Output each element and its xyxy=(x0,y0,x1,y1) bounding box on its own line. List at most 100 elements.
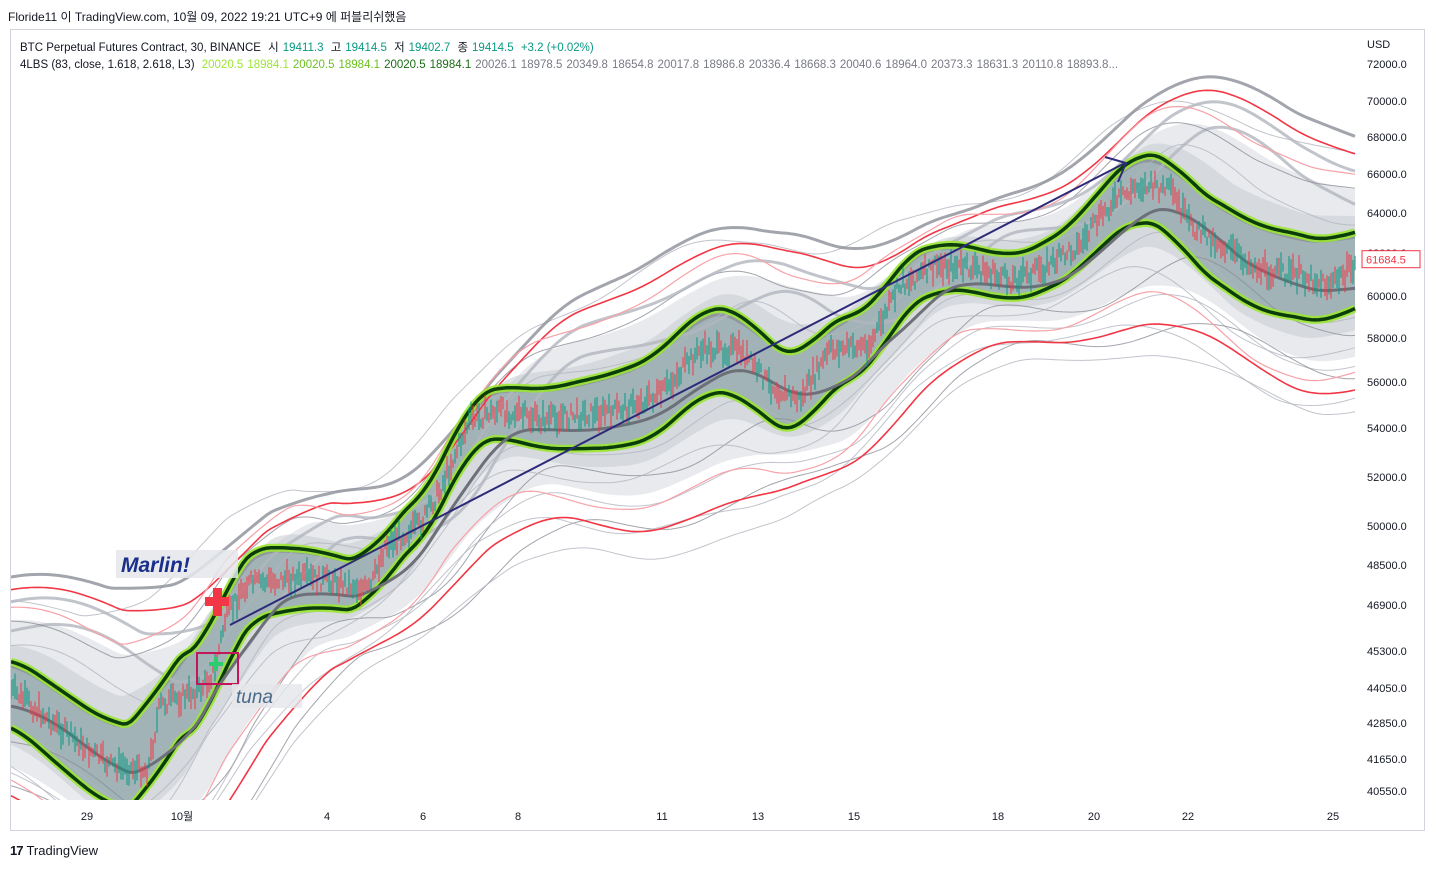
indicator-legend: 4LBS (83, close, 1.618, 2.618, L3) 20020… xyxy=(20,59,1126,71)
indicator-value: 18984.1 xyxy=(338,59,381,71)
time-tick-label: 20 xyxy=(1088,811,1100,823)
indicator-values: 20020.5 18984.1 20020.5 18984.1 20020.5 18984… xyxy=(202,59,1122,71)
indicator-value: 20349.8 xyxy=(566,59,608,71)
close-label: 종 xyxy=(457,42,469,54)
buy-cross-icon xyxy=(214,657,218,671)
currency-label: USD xyxy=(1367,39,1390,51)
time-tick-label: 4 xyxy=(324,811,330,823)
tradingview-footer[interactable]: 17 TradingView xyxy=(10,843,98,858)
time-axis[interactable]: 29 10월 4 6 8 11 13 15 18 20 22 25 xyxy=(81,810,1339,823)
price-tick-label: 52000.0 xyxy=(1367,472,1407,484)
price-tick-label: 70000.0 xyxy=(1367,96,1407,108)
price-tick-label: 64000.0 xyxy=(1367,208,1407,220)
indicator-value: 20026.1 xyxy=(475,59,517,71)
plot-area xyxy=(11,75,1356,800)
publish-suffix: 에 퍼블리쉬했음 xyxy=(325,10,407,24)
price-tick-label: 66000.0 xyxy=(1367,169,1407,181)
price-tick-label: 44050.0 xyxy=(1367,683,1407,695)
time-tick-label: 29 xyxy=(81,811,93,823)
open-label: 시 xyxy=(268,42,279,54)
indicator-title[interactable]: 4LBS (83, close, 1.618, 2.618, L3) xyxy=(20,59,195,71)
sell-cross-icon xyxy=(213,588,222,616)
annotation-layer: tuna Marlin! xyxy=(116,156,1128,708)
price-tick-label: 68000.0 xyxy=(1367,132,1407,144)
chart-frame xyxy=(10,29,1425,831)
price-tick-label: 54000.0 xyxy=(1367,423,1407,435)
low-label: 저 xyxy=(394,42,405,54)
price-tick-label: 41650.0 xyxy=(1367,754,1407,766)
last-price-badge xyxy=(1361,250,1421,269)
indicator-value: 20336.4 xyxy=(748,59,791,71)
time-tick-label: 6 xyxy=(420,811,426,823)
time-tick-label: 11 xyxy=(656,811,667,823)
indicator-value: 20020.5 xyxy=(384,59,426,71)
indicator-value: 18978.5 xyxy=(520,59,563,71)
indicator-value: 20373.3 xyxy=(931,59,973,71)
price-tick-label: 45300.0 xyxy=(1367,646,1407,658)
low-value: 19402.7 xyxy=(408,42,451,54)
publish-header: Floride11 이 TradingView.com, 10월 09, 202… xyxy=(8,8,406,25)
indicator-value: 18964.0 xyxy=(885,59,927,71)
outer-red-band xyxy=(11,323,1356,800)
symbol-legend: BTC Perpetual Futures Contract, 30, BINA… xyxy=(20,39,598,55)
tradingview-logo-icon: 17 xyxy=(10,843,24,858)
publish-date: 10월 09, 2022 19:21 UTC+9 xyxy=(172,10,323,24)
time-tick-label: 10월 xyxy=(171,810,193,823)
price-tick-label: 46900.0 xyxy=(1367,600,1407,612)
outer-pink-band xyxy=(11,291,1356,800)
indicator-value: 20110.8 xyxy=(1022,59,1063,71)
mid-line xyxy=(11,207,1356,775)
indicator-value: 18986.8 xyxy=(703,59,745,71)
price-tick-label: 50000.0 xyxy=(1367,521,1407,533)
price-tick-label: 60000.0 xyxy=(1367,291,1407,303)
site-name: TradingView.com, xyxy=(74,10,170,24)
trend-arrow xyxy=(229,162,1126,626)
last-price-label: 61684.5 xyxy=(1366,255,1406,267)
indicator-value: 20017.8 xyxy=(657,59,700,71)
price-tick-label: 72000.0 xyxy=(1367,59,1407,71)
indicator-value: 18893.8... xyxy=(1066,59,1119,71)
price-tick-label: 40550.0 xyxy=(1367,786,1407,798)
envelope-line xyxy=(11,323,1356,800)
time-tick-label: 13 xyxy=(752,811,764,823)
indicator-value: 18631.3 xyxy=(976,59,1019,71)
indicator-value: 18654.8 xyxy=(611,59,654,71)
price-tick-label: 56000.0 xyxy=(1367,377,1407,389)
time-tick-label: 18 xyxy=(992,811,1004,823)
indicator-value: 18668.3 xyxy=(794,59,836,71)
change-value: +3.2 (+0.02%) xyxy=(520,42,594,54)
tuna-label: tuna xyxy=(236,687,273,708)
price-axis[interactable]: 72000.070000.068000.066000.064000.062000… xyxy=(1361,39,1421,798)
main-band-fill xyxy=(11,155,1355,800)
time-tick-label: 15 xyxy=(848,811,860,823)
open-value: 19411.3 xyxy=(282,42,324,54)
arrow-head-icon xyxy=(1104,156,1128,183)
indicator-value: 18984.1 xyxy=(247,59,289,71)
author-name[interactable]: Floride11 xyxy=(8,10,58,24)
tuna-box xyxy=(196,652,239,685)
indicator-value: 20020.5 xyxy=(292,59,335,71)
indicator-value: 20040.6 xyxy=(839,59,882,71)
author-via: 이 xyxy=(60,10,72,24)
time-tick-label: 22 xyxy=(1182,811,1194,823)
envelope-line xyxy=(11,75,1356,590)
symbol-title[interactable]: BTC Perpetual Futures Contract, 30, BINA… xyxy=(20,42,261,54)
tuna-label-bg xyxy=(232,684,302,708)
marlin-label-bg xyxy=(116,550,238,578)
tradingview-brand: TradingView xyxy=(26,843,99,858)
indicator-value: 18984.1 xyxy=(429,59,472,71)
high-label: 고 xyxy=(330,42,342,54)
price-tick-label: 58000.0 xyxy=(1367,333,1407,345)
time-tick-label: 25 xyxy=(1327,811,1339,823)
inner-cloud xyxy=(11,143,1355,800)
price-tick-label: 48500.0 xyxy=(1367,560,1407,572)
time-tick-label: 8 xyxy=(515,811,521,823)
high-value: 19414.5 xyxy=(345,42,387,54)
marlin-label: Marlin! xyxy=(121,554,190,577)
envelope-line xyxy=(11,294,1356,800)
envelope-line xyxy=(255,355,1356,800)
close-value: 19414.5 xyxy=(472,42,514,54)
indicator-value: 20020.5 xyxy=(201,59,244,71)
price-tick-label: 42850.0 xyxy=(1367,718,1407,730)
